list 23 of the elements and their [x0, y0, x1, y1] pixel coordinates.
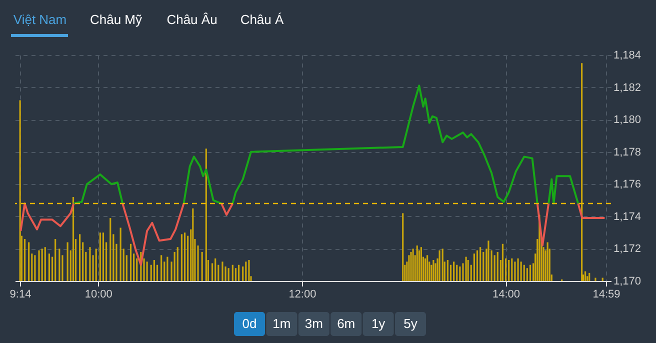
y-tick-label: 1,180: [614, 114, 642, 126]
x-tick-label: 14:00: [492, 288, 520, 300]
x-tick-label: 10:00: [84, 288, 112, 300]
text: 3m: [304, 316, 323, 331]
y-tick-label: 1,176: [614, 178, 642, 191]
y-tick-label: 1,182: [614, 82, 642, 94]
text: 5y: [404, 316, 418, 331]
text: Châu Mỹ: [90, 12, 143, 27]
y-tick-label: 1,174: [614, 210, 642, 223]
y-tick-label: 1,178: [614, 146, 642, 158]
text: Châu Á: [240, 12, 284, 27]
x-tick-label: 14:59: [592, 288, 620, 300]
text: Việt Nam: [13, 12, 67, 27]
y-tick-label: 1,170: [614, 276, 642, 288]
text: Châu Âu: [166, 12, 218, 27]
text: 1y: [371, 316, 386, 331]
x-tick-label: 12:00: [288, 288, 316, 300]
text: 1m: [272, 316, 291, 331]
text: 0d: [242, 316, 257, 331]
text: 6m: [337, 316, 356, 331]
y-tick-label: 1,172: [614, 243, 642, 256]
y-tick-label: 1,184: [614, 50, 642, 62]
x-tick-label: 9:14: [10, 288, 32, 300]
